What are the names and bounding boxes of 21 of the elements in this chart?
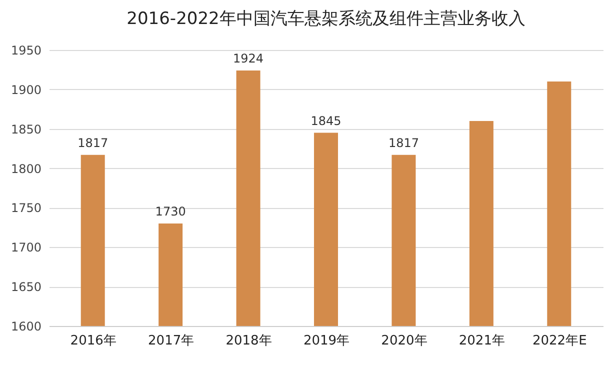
y-tick-label: 1900: [10, 82, 42, 97]
x-tick-label: 2017年: [148, 334, 194, 348]
y-tick-label: 1650: [10, 280, 42, 294]
y-tick-label: 1600: [10, 320, 42, 334]
data-label: 1730: [155, 204, 186, 218]
data-label: 1817: [388, 136, 419, 150]
x-tick-label: 2016年: [70, 334, 116, 348]
y-tick-label: 1850: [10, 122, 42, 136]
x-tick-label: 2018年: [226, 334, 272, 348]
data-label: 1845: [310, 114, 342, 128]
y-tick-label: 1950: [10, 44, 42, 58]
data-label: 1924: [233, 52, 264, 66]
chart-title: 2016-2022年中国汽车悬架系统及组件主营业务收入: [126, 9, 526, 29]
y-tick-label: 1750: [10, 201, 42, 216]
x-tick-label: 2020年: [381, 334, 428, 348]
x-tick-label: 2021年: [458, 334, 505, 348]
x-tick-label: 2019年: [303, 334, 350, 348]
x-tick-label: 2022年E: [532, 334, 587, 348]
y-tick-label: 1700: [10, 240, 42, 255]
y-tick-label: 1800: [10, 162, 42, 176]
data-label: 1817: [78, 136, 108, 150]
